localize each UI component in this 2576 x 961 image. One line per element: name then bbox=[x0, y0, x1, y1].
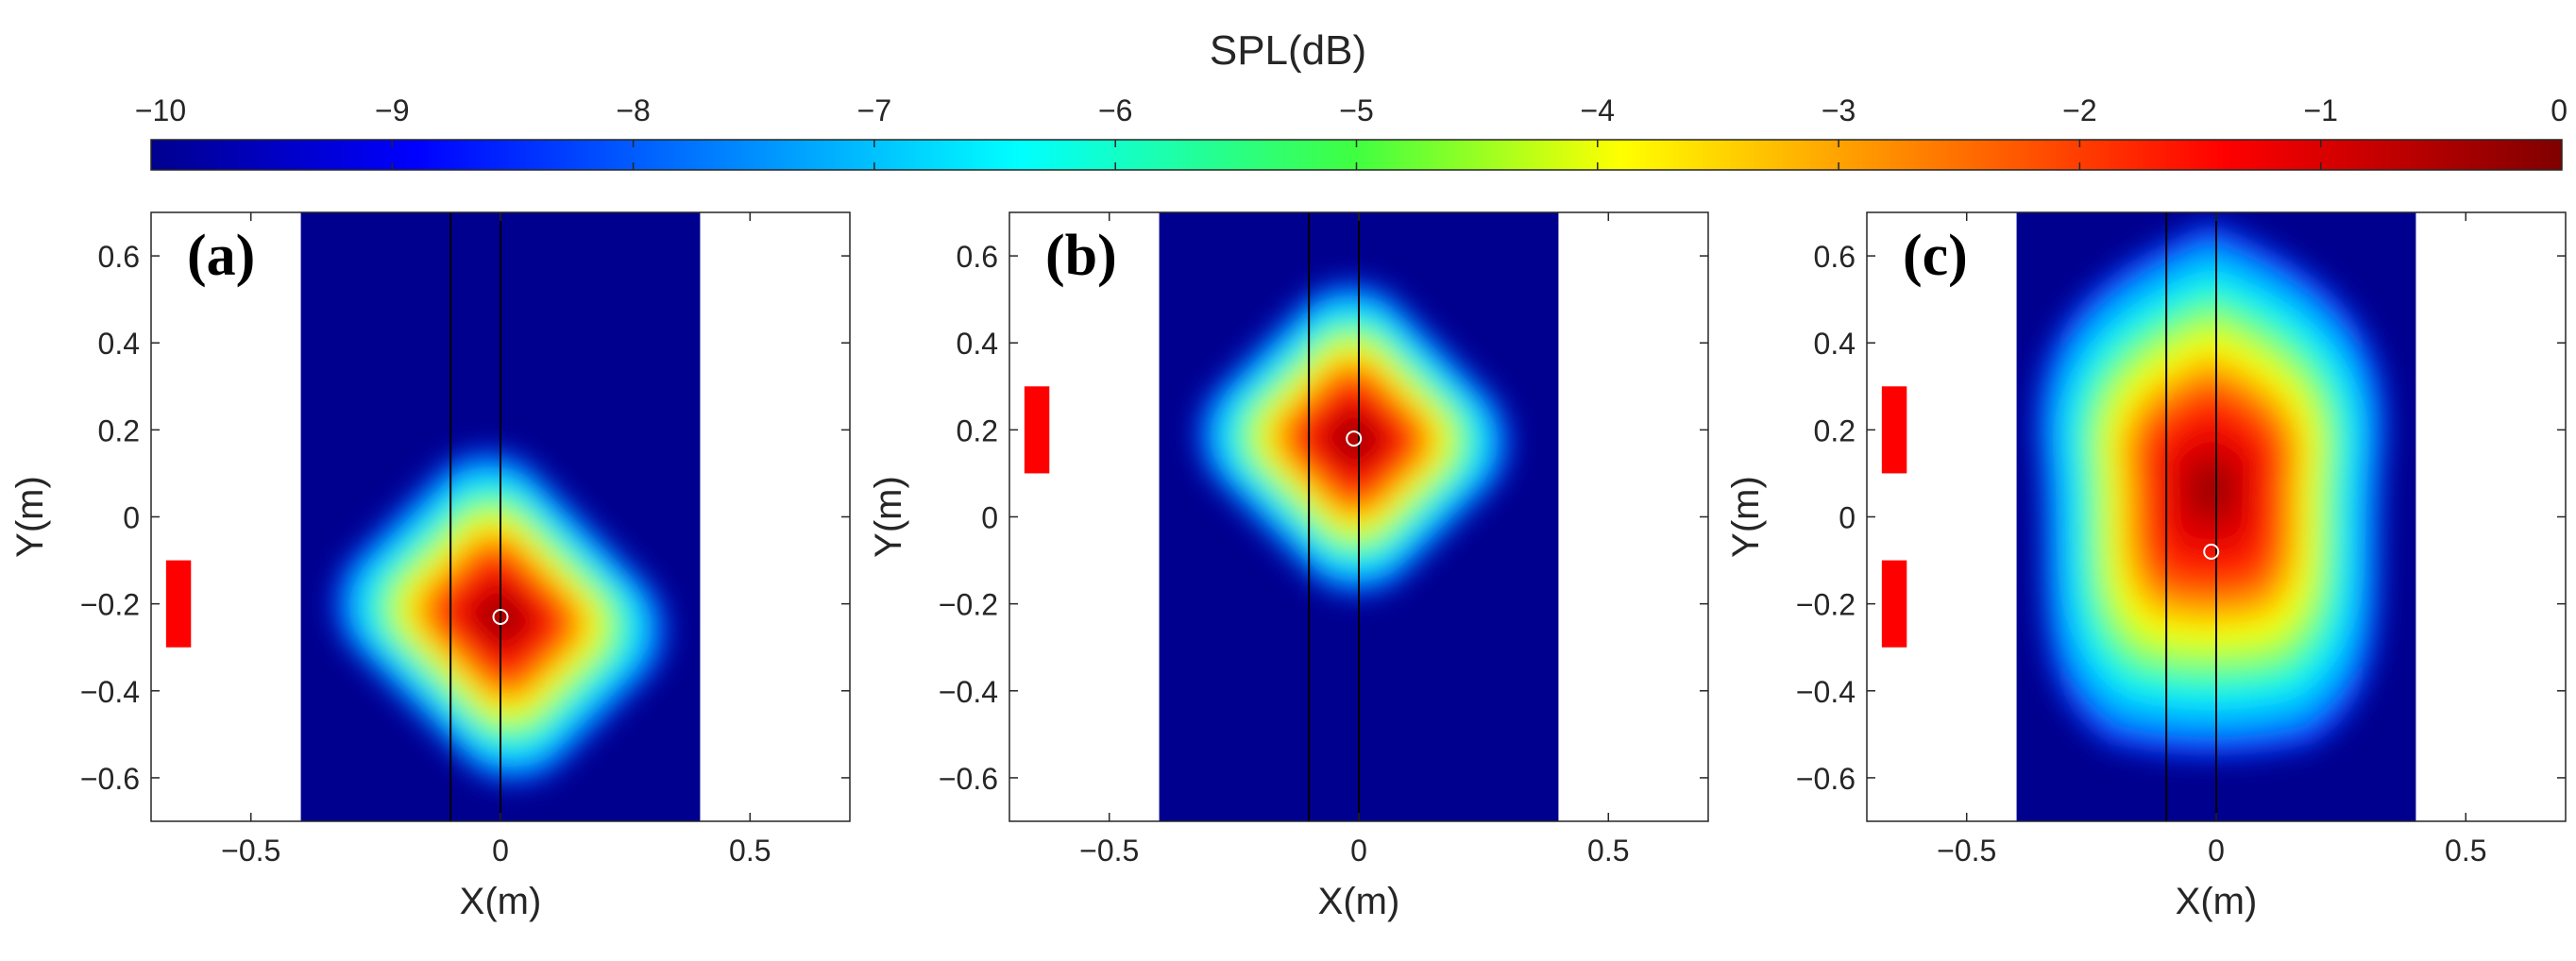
x-tick-label: 0.5 bbox=[1587, 834, 1629, 868]
focus-marker bbox=[2203, 543, 2220, 560]
x-axis-label: X(m) bbox=[2176, 881, 2258, 922]
focus-marker bbox=[492, 608, 509, 625]
heatmap-panel: 0.6 0.4 0.2 0 −0.2 −0.4 −0.6 −0.5 0 0.5 X(m) Y(m) (c… bbox=[1725, 211, 2567, 922]
colorbar: SPL(dB) −10 −9 −8 −7 −6 −5 −4 −3 −2 −1 0 bbox=[135, 27, 2568, 171]
y-axis-label: Y(m) bbox=[9, 476, 51, 558]
y-tick-label: 0.4 bbox=[98, 327, 140, 361]
y-axis-label: Y(m) bbox=[1725, 476, 1767, 558]
x-tick-label: 0 bbox=[2208, 834, 2225, 868]
y-tick-label: −0.4 bbox=[939, 675, 998, 709]
colorbar-tick-label: −2 bbox=[2062, 93, 2096, 127]
x-tick-label: 0 bbox=[492, 834, 509, 868]
y-tick-label: −0.2 bbox=[80, 588, 140, 622]
focus-marker bbox=[1346, 430, 1363, 447]
y-tick-label: −0.4 bbox=[1796, 675, 1856, 709]
x-tick-label: −0.5 bbox=[1937, 834, 1996, 868]
panel-label: (b) bbox=[1045, 224, 1117, 288]
heatmap-panel: 0.6 0.4 0.2 0 −0.2 −0.4 −0.6 −0.5 0 0.5 X(m) Y(m) (a… bbox=[9, 211, 851, 922]
spl-contour bbox=[2198, 477, 2224, 499]
y-tick-label: −0.4 bbox=[80, 675, 140, 709]
y-tick-label: 0.2 bbox=[957, 413, 998, 447]
y-tick-label: 0.6 bbox=[1814, 240, 1856, 274]
colorbar-tick-label: −8 bbox=[616, 93, 650, 127]
x-tick-label: 0.5 bbox=[2445, 834, 2486, 868]
source-marker bbox=[1881, 386, 1907, 474]
x-tick-label: 0.5 bbox=[729, 834, 771, 868]
y-tick-label: 0.4 bbox=[957, 327, 998, 361]
heatmap-panels: 0.6 0.4 0.2 0 −0.2 −0.4 −0.6 −0.5 0 0.5 X(m) Y(m) (a… bbox=[9, 211, 2567, 922]
panel-label: (a) bbox=[187, 224, 255, 288]
panel-label: (c) bbox=[1903, 224, 1968, 288]
y-tick-label: 0 bbox=[981, 501, 998, 535]
y-tick-label: 0.2 bbox=[1814, 413, 1856, 447]
colorbar-tick-label: −9 bbox=[375, 93, 409, 127]
colorbar-tick-label: −5 bbox=[1339, 93, 1373, 127]
colorbar-tick-label: 0 bbox=[2551, 93, 2568, 127]
colorbar-ticks: −10 −9 −8 −7 −6 −5 −4 −3 −2 −1 0 bbox=[135, 93, 2568, 170]
focal-region bbox=[1195, 280, 1512, 597]
y-tick-label: −0.6 bbox=[939, 762, 998, 796]
source-marker bbox=[1024, 386, 1050, 474]
y-tick-label: −0.2 bbox=[939, 588, 998, 622]
y-tick-label: 0.6 bbox=[957, 240, 998, 274]
y-tick-label: 0 bbox=[1839, 501, 1856, 535]
y-tick-label: −0.6 bbox=[80, 762, 140, 796]
source-marker bbox=[1881, 560, 1907, 648]
colorbar-tick-label: −1 bbox=[2303, 93, 2337, 127]
x-axis-label: X(m) bbox=[460, 881, 542, 922]
x-tick-label: 0 bbox=[1350, 834, 1367, 868]
source-marker bbox=[165, 560, 192, 648]
colorbar-tick-label: −4 bbox=[1581, 93, 1615, 127]
y-tick-label: −0.2 bbox=[1796, 588, 1856, 622]
colorbar-tick-label: −6 bbox=[1098, 93, 1132, 127]
x-tick-label: −0.5 bbox=[221, 834, 280, 868]
y-tick-label: 0.6 bbox=[98, 240, 140, 274]
colorbar-tick-label: −7 bbox=[857, 93, 891, 127]
y-tick-label: −0.6 bbox=[1796, 762, 1856, 796]
focal-region bbox=[2034, 220, 2388, 758]
x-axis-label: X(m) bbox=[1318, 881, 1400, 922]
y-tick-label: 0 bbox=[123, 501, 140, 535]
y-axis-label: Y(m) bbox=[868, 476, 909, 558]
y-tick-label: 0.4 bbox=[1814, 327, 1856, 361]
y-tick-label: 0.2 bbox=[98, 413, 140, 447]
colorbar-tick-label: −10 bbox=[135, 93, 186, 127]
colorbar-title: SPL(dB) bbox=[1210, 27, 1366, 74]
heatmap-panel: 0.6 0.4 0.2 0 −0.2 −0.4 −0.6 −0.5 0 0.5 X(m) Y(m) (b… bbox=[868, 211, 1709, 922]
x-tick-label: −0.5 bbox=[1079, 834, 1139, 868]
colorbar-tick-label: −3 bbox=[1822, 93, 1856, 127]
